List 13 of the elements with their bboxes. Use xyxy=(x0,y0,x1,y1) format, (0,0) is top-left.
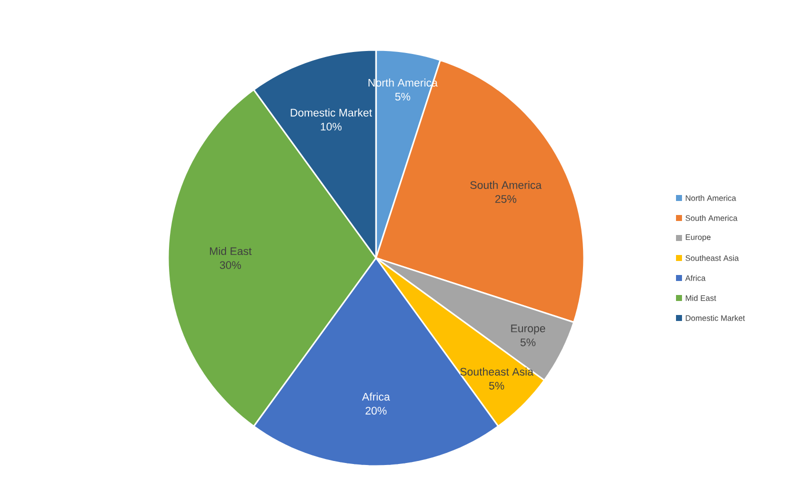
data-label: 20% xyxy=(366,406,387,415)
slice-label: Europe xyxy=(511,324,546,334)
slice-label: Domestic Market xyxy=(290,108,372,117)
slice-label: Mid East xyxy=(210,246,252,256)
data-label: 30% xyxy=(220,261,241,269)
data-label: 10% xyxy=(320,122,342,131)
data-label: 5% xyxy=(520,338,536,346)
data-label: 5% xyxy=(395,92,410,101)
data-label: 5% xyxy=(489,382,504,390)
data-label: 25% xyxy=(495,195,516,203)
slice-label: Southeast Asia xyxy=(460,368,534,376)
slice-label: Africa xyxy=(362,392,390,401)
slice-label: South America xyxy=(470,180,542,189)
